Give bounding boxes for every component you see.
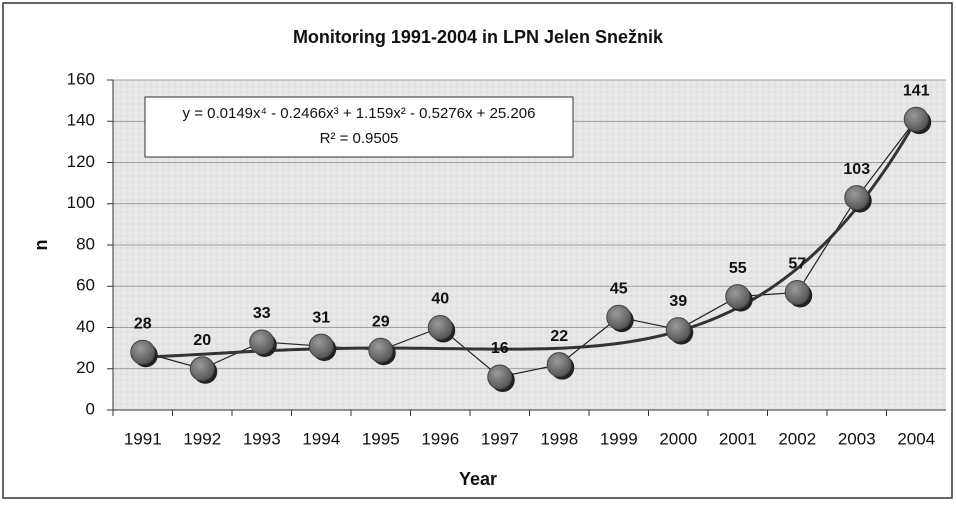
x-tick-label: 1992 <box>183 429 221 448</box>
y-tick-label: 140 <box>67 111 95 130</box>
x-tick-label: 1997 <box>481 429 519 448</box>
x-tick-label: 2003 <box>838 429 876 448</box>
marker <box>546 352 572 378</box>
data-label: 28 <box>134 315 152 332</box>
marker <box>487 364 513 390</box>
marker <box>130 339 156 365</box>
marker <box>784 279 810 305</box>
marker <box>725 284 751 310</box>
data-label: 31 <box>312 309 330 326</box>
y-tick-label: 60 <box>76 276 95 295</box>
marker <box>427 315 453 340</box>
x-tick-label: 2001 <box>719 429 757 448</box>
data-label: 57 <box>788 256 806 273</box>
data-label: 55 <box>729 260 747 277</box>
data-label: 103 <box>843 161 870 178</box>
chart-title: Monitoring 1991-2004 in LPN Jelen Snežni… <box>293 27 664 47</box>
r-squared: R² = 0.9505 <box>320 130 399 147</box>
marker <box>308 333 334 359</box>
data-label: 40 <box>431 291 449 308</box>
x-tick-label: 2004 <box>897 429 935 448</box>
marker <box>844 185 870 211</box>
trend-equation: y = 0.0149x⁴ - 0.2466x³ + 1.159x² - 0.52… <box>183 105 536 122</box>
y-tick-label: 120 <box>67 152 95 171</box>
data-label: 39 <box>669 293 687 310</box>
data-label: 45 <box>610 280 628 297</box>
data-label: 20 <box>193 332 211 349</box>
marker <box>189 356 215 382</box>
x-tick-label: 1991 <box>124 429 162 448</box>
data-label: 141 <box>903 82 930 99</box>
x-tick-label: 1993 <box>243 429 281 448</box>
x-tick-label: 1998 <box>540 429 578 448</box>
x-tick-label: 1996 <box>421 429 459 448</box>
x-tick-label: 1999 <box>600 429 638 448</box>
marker <box>903 106 929 132</box>
data-label: 16 <box>491 340 509 357</box>
y-tick-label: 100 <box>67 193 95 212</box>
marker <box>249 329 275 355</box>
data-label: 22 <box>550 328 568 345</box>
x-tick-label: 2002 <box>778 429 816 448</box>
y-tick-label: 0 <box>86 399 95 418</box>
marker <box>665 317 691 343</box>
x-tick-label: 1995 <box>362 429 400 448</box>
y-tick-label: 160 <box>67 69 95 88</box>
y-tick-label: 20 <box>76 358 95 377</box>
data-label: 33 <box>253 305 271 322</box>
y-tick-label: 80 <box>76 234 95 253</box>
equation-box <box>144 96 574 158</box>
x-axis-label: Year <box>459 469 497 489</box>
marker <box>368 337 394 363</box>
y-tick-label: 40 <box>76 317 95 336</box>
x-tick-label: 1994 <box>302 429 340 448</box>
y-axis-label: n <box>31 240 51 251</box>
marker <box>606 304 632 330</box>
x-tick-label: 2000 <box>659 429 697 448</box>
data-label: 29 <box>372 313 390 330</box>
